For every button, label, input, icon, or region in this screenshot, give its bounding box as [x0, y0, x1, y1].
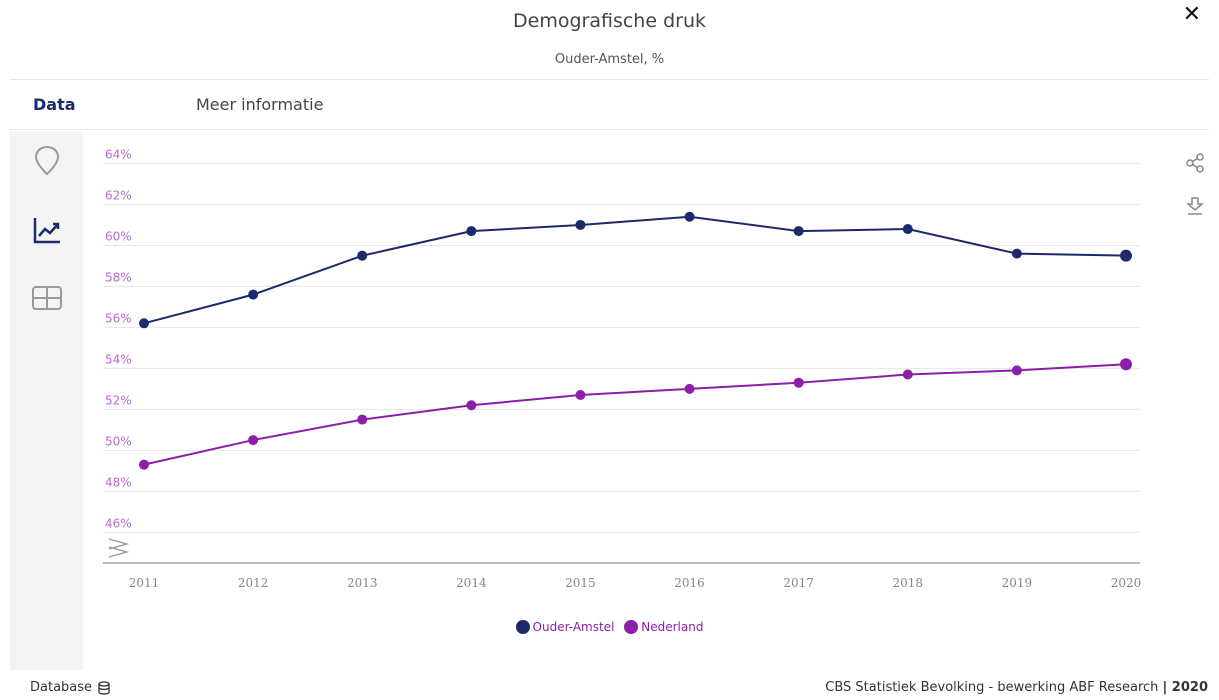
x-tick-label: 2013	[347, 576, 378, 590]
data-point[interactable]	[357, 250, 368, 261]
x-tick-label: 2016	[674, 576, 705, 590]
y-tick-label: 52%	[105, 393, 132, 407]
data-point[interactable]	[793, 377, 804, 388]
chart-legend: Ouder-Amstel Nederland	[0, 620, 1219, 637]
map-pin-icon[interactable]	[30, 143, 64, 177]
database-icon	[98, 680, 110, 695]
legend-marker-ouder-amstel	[515, 620, 530, 634]
header-divider	[10, 79, 1209, 80]
line-chart: 46% 48% 50% 52% 54% 56% 58% 60% 62% 64% 2011 2012 2…	[103, 147, 1142, 590]
share-icon[interactable]	[1184, 152, 1206, 174]
axis-break-icon	[108, 538, 130, 558]
y-tick-label: 62%	[105, 188, 132, 202]
y-tick-label: 54%	[105, 352, 132, 366]
data-point[interactable]	[1120, 358, 1132, 371]
y-tick-label: 58%	[105, 270, 132, 284]
y-tick-label: 60%	[105, 229, 132, 243]
data-point[interactable]	[684, 211, 695, 222]
line-chart-icon[interactable]	[30, 213, 64, 247]
database-label: Database	[30, 680, 93, 695]
chart-subtitle: Ouder-Amstel, %	[554, 52, 665, 67]
legend-item-nederland[interactable]: Nederland	[624, 620, 703, 634]
data-point[interactable]	[902, 369, 913, 380]
tab-data[interactable]: Data	[33, 95, 76, 114]
y-tick-label: 46%	[105, 516, 132, 530]
sidebar	[10, 131, 83, 670]
chart-title: Demografische druk	[513, 10, 706, 32]
data-point[interactable]	[1011, 248, 1022, 259]
data-point[interactable]	[684, 383, 695, 394]
x-tick-label: 2014	[456, 576, 487, 590]
y-tick-label: 48%	[105, 475, 132, 489]
x-tick-label: 2018	[893, 576, 924, 590]
x-tick-label: 2020	[1111, 576, 1142, 590]
series-line-ouder-amstel	[143, 215, 1127, 325]
tab-meer-informatie[interactable]: Meer informatie	[196, 95, 324, 114]
series-line-nederland	[143, 363, 1127, 466]
legend-item-ouder-amstel[interactable]: Ouder-Amstel	[515, 620, 615, 634]
legend-marker-nederland	[624, 620, 639, 634]
data-point[interactable]	[1011, 365, 1022, 376]
x-tick-label: 2011	[129, 576, 160, 590]
data-point[interactable]	[575, 390, 586, 400]
x-tick-label: 2017	[783, 576, 814, 590]
data-point[interactable]	[466, 226, 477, 237]
legend-label: Nederland	[641, 620, 704, 634]
data-point[interactable]	[902, 224, 913, 235]
database-link[interactable]: Database	[30, 680, 111, 695]
data-point[interactable]	[466, 400, 477, 411]
source-credit: CBS Statistiek Bevolking - bewerking ABF…	[825, 680, 1208, 695]
x-tick-label: 2015	[565, 576, 596, 590]
data-point[interactable]	[1120, 249, 1132, 262]
data-point[interactable]	[575, 219, 586, 230]
source-text: CBS Statistiek Bevolking - bewerking ABF…	[825, 680, 1163, 695]
x-tick-label: 2019	[1002, 576, 1033, 590]
table-icon[interactable]	[30, 281, 64, 315]
data-point[interactable]	[248, 289, 259, 300]
tabs-divider	[10, 129, 1209, 130]
x-tick-label: 2012	[238, 576, 269, 590]
data-point[interactable]	[139, 318, 149, 329]
data-point[interactable]	[357, 414, 368, 425]
data-point[interactable]	[139, 459, 149, 470]
data-point[interactable]	[793, 226, 804, 237]
download-icon[interactable]	[1184, 195, 1206, 217]
close-icon[interactable]: ✕	[1182, 2, 1201, 27]
source-year: | 2020	[1162, 680, 1208, 695]
data-point[interactable]	[248, 435, 259, 446]
y-tick-label: 56%	[105, 311, 132, 325]
y-tick-label: 64%	[105, 147, 132, 161]
legend-label: Ouder-Amstel	[532, 620, 615, 634]
y-tick-label: 50%	[105, 434, 132, 448]
